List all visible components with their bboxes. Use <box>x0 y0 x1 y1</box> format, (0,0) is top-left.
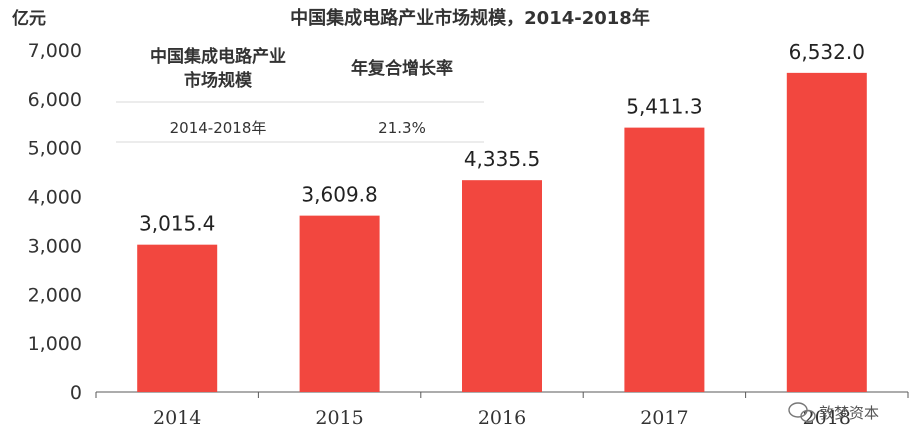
x-tick-label-2015: 2015 <box>315 407 363 429</box>
y-tick-label: 7,000 <box>28 40 82 62</box>
y-tick-label: 3,000 <box>28 235 82 257</box>
inset-cell-cagr: 21.3% <box>378 119 426 137</box>
data-label-2014: 3,015.4 <box>139 212 215 236</box>
x-axis: 2014 2015 2016 2017 2018 <box>95 392 909 429</box>
data-label-2016: 4,335.5 <box>464 147 540 171</box>
x-tick-label-2017: 2017 <box>640 407 688 429</box>
data-label-2018: 6,532.0 <box>789 40 865 64</box>
x-tick-label-2018: 2018 <box>803 407 851 429</box>
y-tick-label: 5,000 <box>28 138 82 160</box>
bar-2018 <box>786 72 867 392</box>
inset-header-col1-line1: 中国集成电路产业 <box>150 46 286 67</box>
data-label-2017: 5,411.3 <box>626 95 702 119</box>
x-tick-label-2016: 2016 <box>478 407 526 429</box>
y-tick-label: 6,000 <box>28 89 82 111</box>
y-tick-label: 0 <box>70 382 82 404</box>
watermark-text: 敦梦资本 <box>819 404 879 422</box>
bar-2017 <box>624 127 705 393</box>
bar-series: 3,015.4 3,609.8 4,335.5 5,411.3 6,532.0 <box>137 40 867 393</box>
inset-cell-period: 2014-2018年 <box>170 119 267 137</box>
y-tick-label: 2,000 <box>28 284 82 306</box>
bar-2015 <box>299 215 380 392</box>
unit-label: 亿元 <box>12 8 46 29</box>
chart-title: 中国集成电路产业市场规模，2014-2018年 <box>290 7 650 29</box>
data-label-2015: 3,609.8 <box>301 183 377 207</box>
y-tick-label: 1,000 <box>28 333 82 355</box>
inset-header-col1-line2: 市场规模 <box>184 70 253 91</box>
watermark: 敦梦资本 <box>788 402 879 423</box>
bar-2016 <box>462 180 542 392</box>
x-tick-label-2014: 2014 <box>153 407 201 429</box>
inset-table: 中国集成电路产业 市场规模 年复合增长率 2014-2018年 21.3% <box>116 46 484 143</box>
y-tick-label: 4,000 <box>28 187 82 209</box>
bar-2014 <box>137 244 218 392</box>
inset-header-col2: 年复合增长率 <box>351 58 453 79</box>
y-axis: 0 1,000 2,000 3,000 4,000 5,000 6,000 7,000 <box>28 40 82 404</box>
wechat-icon <box>788 402 816 423</box>
